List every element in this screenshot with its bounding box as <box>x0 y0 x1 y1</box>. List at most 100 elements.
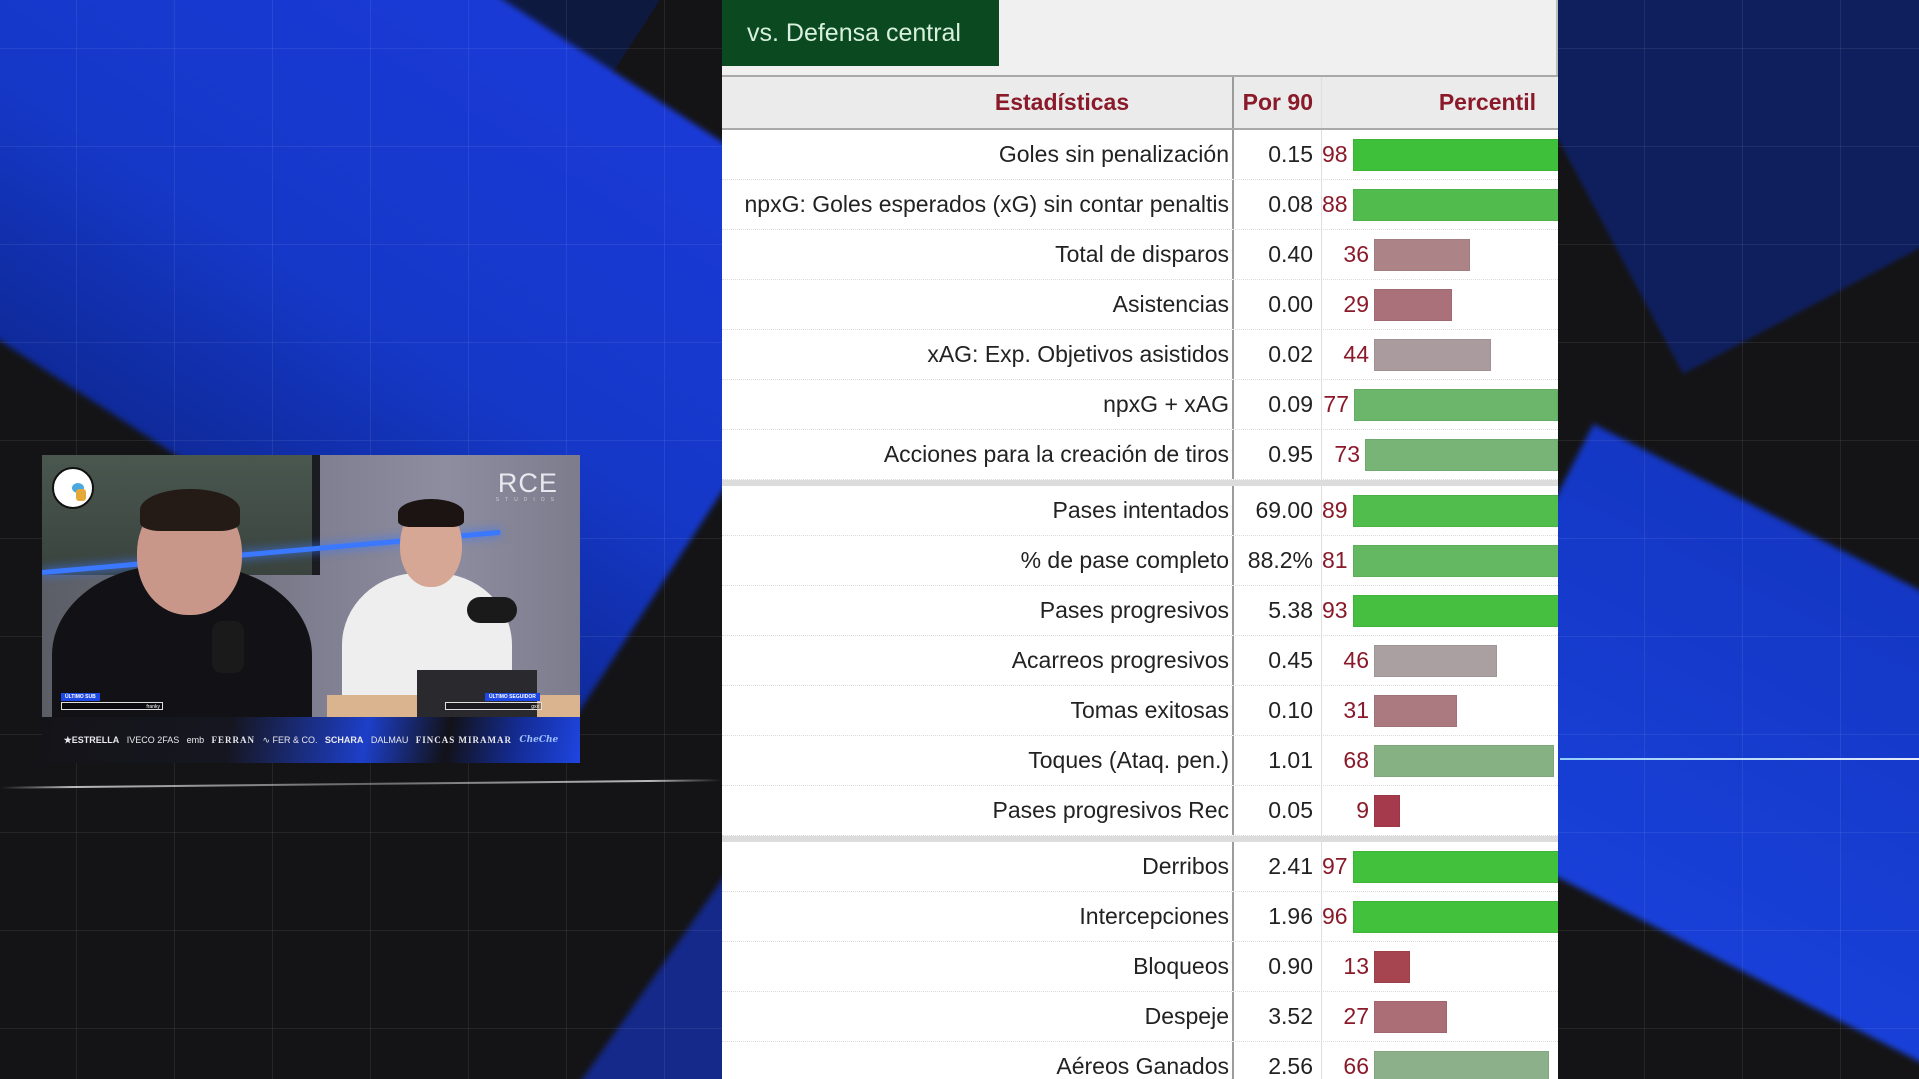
percentile-bar <box>1352 850 1558 883</box>
percentile-value: 27 <box>1343 1003 1369 1029</box>
stat-label: Intercepciones <box>1079 903 1229 929</box>
percentile-value: 88 <box>1322 191 1348 217</box>
percentile-cell: 9 <box>1321 786 1558 835</box>
table-header: Estadísticas Por 90 Percentil <box>722 75 1558 130</box>
percentile-bar <box>1374 794 1400 827</box>
stat-label: Acarreos progresivos <box>1011 647 1229 673</box>
logo-beak <box>76 489 86 501</box>
stat-name: Aéreos Ganados <box>722 1042 1232 1079</box>
percentile-cell: 73 <box>1321 430 1558 479</box>
percentile-bar <box>1352 900 1558 933</box>
table-row: Despeje 3.52 27 <box>722 992 1558 1042</box>
per-90-value: 0.00 <box>1232 280 1321 329</box>
percentile-bar <box>1374 1000 1447 1033</box>
per-90-value: 88.2% <box>1232 536 1321 585</box>
stat-name: Derribos <box>722 842 1232 891</box>
table-row: xAG: Exp. Objetivos asistidos 0.02 44 <box>722 330 1558 380</box>
stat-name: Pases intentados <box>722 486 1232 535</box>
percentile-cell: 27 <box>1321 992 1558 1041</box>
stat-label: Pases progresivos Rec <box>992 797 1230 823</box>
table-row: Goles sin penalización 0.15 98 <box>722 130 1558 180</box>
stat-label: Goles sin penalización <box>998 141 1229 167</box>
percentile-bar <box>1374 288 1452 321</box>
last-follower-value: gxx <box>445 702 542 710</box>
percentile-value: 77 <box>1323 391 1349 417</box>
percentile-bar <box>1374 238 1470 271</box>
header-percentile[interactable]: Percentil <box>1321 77 1558 128</box>
per-90-value: 1.01 <box>1232 736 1321 785</box>
stat-label: npxG + xAG <box>1103 391 1229 417</box>
percentile-value: 68 <box>1343 747 1369 773</box>
header-statistics[interactable]: Estadísticas <box>994 89 1130 115</box>
percentile-bar <box>1352 494 1558 527</box>
scouting-report-table: Estadísticas Por 90 Percentil Goles sin … <box>722 75 1558 1079</box>
percentile-cell: 89 <box>1321 486 1558 535</box>
stat-name: Pases progresivos Rec <box>722 786 1232 835</box>
percentile-value: 36 <box>1343 241 1369 267</box>
percentile-value: 81 <box>1322 547 1348 573</box>
percentile-cell: 77 <box>1321 380 1558 429</box>
table-row: Acarreos progresivos 0.45 46 <box>722 636 1558 686</box>
stat-label: Acciones para la creación de tiros <box>883 441 1229 467</box>
table-row: Pases progresivos Rec 0.05 9 <box>722 786 1558 836</box>
percentile-value: 13 <box>1343 953 1369 979</box>
stat-label: Asistencias <box>1112 291 1229 317</box>
percentile-cell: 96 <box>1321 892 1558 941</box>
table-row: Aéreos Ganados 2.56 66 <box>722 1042 1558 1079</box>
studio-logo: RCE STUDIOS <box>496 469 560 503</box>
percentile-bar <box>1374 694 1457 727</box>
table-row: Asistencias 0.00 29 <box>722 280 1558 330</box>
percentile-value: 97 <box>1322 853 1348 879</box>
tab-vs-center-back[interactable]: vs. Defensa central <box>722 0 999 66</box>
stat-name: Intercepciones <box>722 892 1232 941</box>
per-90-value: 1.96 <box>1232 892 1321 941</box>
percentile-cell: 46 <box>1321 636 1558 685</box>
sponsor-logo: CheChe <box>519 735 559 745</box>
stat-label: Derribos <box>1142 853 1229 879</box>
host-left-hair <box>140 489 240 531</box>
stat-label: Despeje <box>1144 1003 1229 1029</box>
table-row: Derribos 2.41 97 <box>722 842 1558 892</box>
stat-name: % de pase completo <box>722 536 1232 585</box>
microphone-icon <box>212 621 244 673</box>
microphone-icon <box>467 597 517 623</box>
percentile-cell: 68 <box>1321 736 1558 785</box>
header-per-90[interactable]: Por 90 <box>1232 77 1321 128</box>
per-90-value: 0.02 <box>1232 330 1321 379</box>
channel-logo-icon <box>52 467 94 509</box>
studio-logo-main: RCE <box>497 468 558 498</box>
percentile-cell: 29 <box>1321 280 1558 329</box>
stat-label: Pases intentados <box>1052 497 1229 523</box>
percentile-value: 93 <box>1322 597 1348 623</box>
sponsor-logo: FINCAS MIRAMAR <box>415 735 512 745</box>
stat-label: Tomas exitosas <box>1070 697 1229 723</box>
stat-name: Acarreos progresivos <box>722 636 1232 685</box>
table-row: npxG: Goles esperados (xG) sin contar pe… <box>722 180 1558 230</box>
stat-name: Bloqueos <box>722 942 1232 991</box>
sponsor-logo: SCHARA <box>324 735 364 745</box>
percentile-value: 9 <box>1356 797 1369 823</box>
stat-name: npxG + xAG <box>722 380 1232 429</box>
per-90-value: 69.00 <box>1232 486 1321 535</box>
percentile-bar <box>1374 644 1497 677</box>
table-row: npxG + xAG 0.09 77 <box>722 380 1558 430</box>
section-separator <box>722 836 1558 842</box>
percentile-cell: 88 <box>1321 180 1558 229</box>
stats-panel: vs. Defensa central Estadísticas Por 90 … <box>722 0 1558 1079</box>
sponsor-logo: DALMAU <box>370 735 409 745</box>
stat-name: Total de disparos <box>722 230 1232 279</box>
per-90-value: 0.95 <box>1232 430 1321 479</box>
logo-eye <box>72 483 84 493</box>
sponsor-logo: FERRAN <box>211 735 256 745</box>
per-90-value: 5.38 <box>1232 586 1321 635</box>
percentile-value: 44 <box>1343 341 1369 367</box>
host-right-hair <box>398 499 464 527</box>
per-90-value: 2.41 <box>1232 842 1321 891</box>
stat-label: Pases progresivos <box>1039 597 1229 623</box>
percentile-cell: 81 <box>1321 536 1558 585</box>
percentile-bar <box>1352 138 1558 171</box>
stat-label: Bloqueos <box>1133 953 1229 979</box>
scratch-line <box>1560 758 1919 760</box>
studio-scene: RCE STUDIOS ÚLTIMO SUB franky ÚLTIMO SEG… <box>42 455 580 763</box>
table-row: Bloqueos 0.90 13 <box>722 942 1558 992</box>
